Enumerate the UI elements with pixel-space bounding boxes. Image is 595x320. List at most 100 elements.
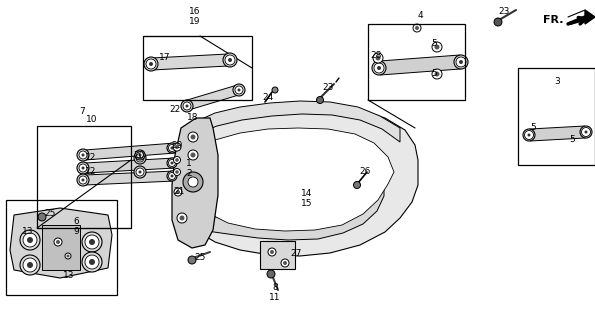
Circle shape (134, 152, 146, 164)
Circle shape (374, 63, 384, 73)
Circle shape (175, 170, 179, 174)
Circle shape (523, 129, 535, 141)
Bar (260, 241, 295, 269)
Polygon shape (380, 55, 461, 75)
Polygon shape (185, 184, 384, 240)
Text: 26: 26 (359, 167, 371, 177)
Circle shape (188, 132, 198, 142)
Polygon shape (84, 158, 176, 173)
Circle shape (180, 215, 184, 220)
Text: 3: 3 (554, 77, 560, 86)
Text: 29: 29 (171, 140, 183, 149)
Bar (368, 24, 465, 100)
Circle shape (136, 154, 144, 162)
Text: 14: 14 (301, 188, 313, 197)
Circle shape (67, 254, 70, 258)
Circle shape (168, 159, 176, 166)
Circle shape (175, 158, 179, 162)
Circle shape (223, 53, 237, 67)
Circle shape (144, 57, 158, 71)
Circle shape (494, 18, 502, 26)
Circle shape (173, 143, 181, 151)
Circle shape (454, 55, 468, 69)
Circle shape (174, 156, 180, 164)
Circle shape (167, 171, 177, 181)
Circle shape (174, 188, 182, 196)
Circle shape (373, 53, 383, 63)
Circle shape (139, 156, 142, 159)
Circle shape (82, 252, 102, 272)
Circle shape (135, 150, 145, 160)
Polygon shape (172, 118, 218, 248)
Circle shape (89, 259, 95, 265)
Polygon shape (183, 101, 400, 143)
Polygon shape (585, 10, 595, 24)
Circle shape (190, 134, 196, 140)
Polygon shape (530, 126, 585, 141)
Text: 27: 27 (290, 249, 302, 258)
Circle shape (188, 150, 198, 160)
Circle shape (186, 105, 189, 108)
Circle shape (190, 153, 196, 157)
Text: 7: 7 (79, 107, 85, 116)
Circle shape (20, 255, 40, 275)
Circle shape (432, 69, 442, 79)
Circle shape (270, 250, 274, 254)
Circle shape (171, 174, 174, 178)
Circle shape (581, 127, 590, 137)
Circle shape (272, 87, 278, 93)
Circle shape (584, 131, 587, 133)
Circle shape (167, 158, 177, 168)
Circle shape (77, 174, 89, 186)
Text: 10: 10 (86, 116, 98, 124)
Text: 5: 5 (431, 39, 437, 49)
Bar (6, 200, 117, 295)
Text: 24: 24 (262, 92, 274, 101)
Bar (518, 68, 595, 165)
Circle shape (459, 60, 463, 64)
Circle shape (89, 239, 95, 245)
Circle shape (225, 55, 235, 65)
Circle shape (525, 131, 534, 140)
Circle shape (56, 240, 60, 244)
Text: 23: 23 (499, 7, 510, 17)
Text: 5: 5 (569, 135, 575, 145)
Text: 17: 17 (159, 52, 171, 61)
Circle shape (281, 259, 289, 267)
Circle shape (171, 162, 174, 164)
Text: 19: 19 (189, 17, 201, 26)
Circle shape (54, 238, 62, 246)
Circle shape (268, 248, 276, 256)
Text: FR.: FR. (543, 15, 563, 25)
Circle shape (413, 24, 421, 32)
Circle shape (415, 26, 419, 30)
Circle shape (168, 172, 176, 180)
Text: 21: 21 (173, 188, 184, 196)
Circle shape (136, 151, 143, 158)
Circle shape (77, 149, 89, 161)
Polygon shape (10, 208, 112, 278)
Bar (143, 36, 252, 100)
Text: 18: 18 (187, 114, 199, 123)
Circle shape (432, 42, 442, 52)
Circle shape (82, 154, 84, 156)
Circle shape (146, 59, 156, 69)
Circle shape (77, 162, 89, 174)
Text: 5: 5 (530, 123, 536, 132)
Text: 8: 8 (272, 283, 278, 292)
Circle shape (377, 66, 381, 70)
Circle shape (177, 213, 187, 223)
Circle shape (174, 169, 180, 175)
Text: 9: 9 (73, 227, 79, 236)
Circle shape (188, 177, 198, 187)
Circle shape (23, 258, 37, 272)
Text: 1: 1 (186, 158, 192, 167)
Circle shape (237, 89, 240, 92)
Circle shape (167, 143, 177, 153)
Circle shape (82, 179, 84, 181)
Circle shape (456, 57, 466, 67)
Circle shape (149, 62, 153, 66)
Circle shape (283, 261, 287, 265)
Polygon shape (195, 128, 394, 231)
Polygon shape (187, 85, 239, 110)
